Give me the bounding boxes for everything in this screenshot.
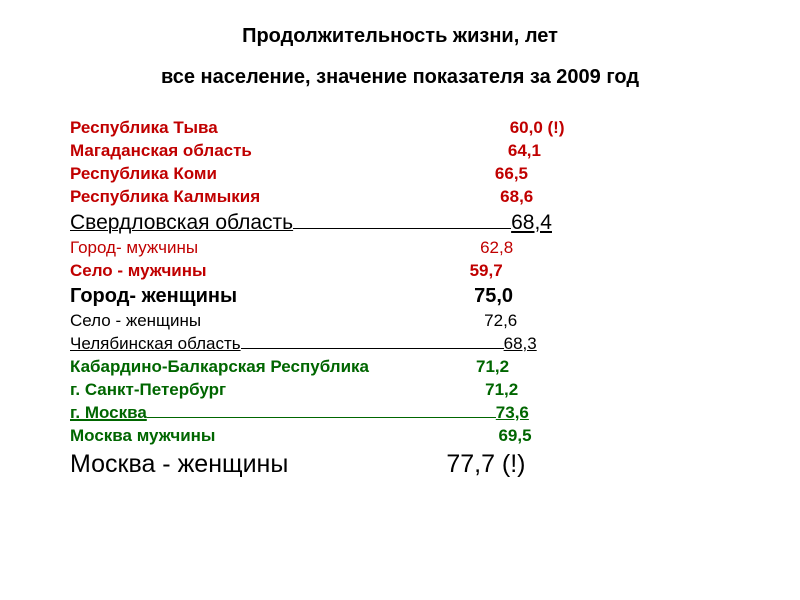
row-spacer bbox=[218, 117, 510, 140]
row-label: Город- женщины bbox=[70, 283, 237, 310]
row-label: Москва мужчины bbox=[70, 425, 215, 448]
row-value: 64,1 bbox=[508, 140, 541, 163]
table-row: Село - мужчины 59,7 bbox=[70, 260, 740, 283]
row-value: 69,5 bbox=[498, 425, 531, 448]
row-value: 73,6 bbox=[496, 402, 529, 425]
row-value: 68,4 bbox=[511, 209, 552, 237]
row-value: 68,3 bbox=[504, 333, 537, 356]
row-label: Село - мужчины bbox=[70, 260, 207, 283]
row-label: Москва - женщины bbox=[70, 448, 288, 482]
row-value: 66,5 bbox=[495, 163, 528, 186]
row-spacer bbox=[147, 402, 496, 418]
table-row: Республика Калмыкия 68,6 bbox=[70, 186, 740, 209]
row-spacer bbox=[293, 209, 511, 229]
row-value: 75,0 bbox=[474, 283, 513, 310]
table-row: Москва мужчины 69,5 bbox=[70, 425, 740, 448]
table-row: Город- мужчины 62,8 bbox=[70, 237, 740, 260]
table-row: г. Москва 73,6 bbox=[70, 402, 740, 425]
row-label: Кабардино-Балкарская Республика bbox=[70, 356, 369, 379]
row-value: 68,6 bbox=[500, 186, 533, 209]
row-spacer bbox=[215, 425, 498, 448]
row-label: Магаданская область bbox=[70, 140, 252, 163]
row-spacer bbox=[226, 379, 485, 402]
page-title-1: Продолжительность жизни, лет bbox=[60, 25, 740, 48]
row-spacer bbox=[201, 310, 484, 333]
table-row: Москва - женщины 77,7 (!) bbox=[70, 448, 740, 482]
row-value: 71,2 bbox=[485, 379, 518, 402]
table-row: Республика Тыва 60,0 (!) bbox=[70, 117, 740, 140]
row-label: Город- мужчины bbox=[70, 237, 198, 260]
row-spacer bbox=[207, 260, 470, 283]
row-label: Республика Коми bbox=[70, 163, 217, 186]
page-title-2: все население, значение показателя за 20… bbox=[60, 66, 740, 89]
row-spacer bbox=[237, 283, 474, 310]
table-row: Село - женщины 72,6 bbox=[70, 310, 740, 333]
row-spacer bbox=[288, 448, 446, 482]
row-value: 62,8 bbox=[480, 237, 513, 260]
row-label: Свердловская область bbox=[70, 209, 293, 237]
row-label: Республика Тыва bbox=[70, 117, 218, 140]
row-label: г. Санкт-Петербург bbox=[70, 379, 226, 402]
data-rows: Республика Тыва60,0 (!)Магаданская облас… bbox=[60, 117, 740, 481]
row-spacer bbox=[241, 333, 504, 349]
table-row: Кабардино-Балкарская Республика 71,2 bbox=[70, 356, 740, 379]
row-value: 71,2 bbox=[476, 356, 509, 379]
row-spacer bbox=[198, 237, 480, 260]
row-value: 77,7 (!) bbox=[446, 448, 525, 482]
table-row: Челябинская область 68,3 bbox=[70, 333, 740, 356]
row-label: Челябинская область bbox=[70, 333, 241, 356]
row-spacer bbox=[260, 186, 500, 209]
row-value: 72,6 bbox=[484, 310, 517, 333]
row-spacer bbox=[252, 140, 508, 163]
table-row: Магаданская область 64,1 bbox=[70, 140, 740, 163]
row-spacer bbox=[369, 356, 476, 379]
row-value: 59,7 bbox=[470, 260, 503, 283]
row-label: г. Москва bbox=[70, 402, 147, 425]
row-label: Республика Калмыкия bbox=[70, 186, 260, 209]
row-label: Село - женщины bbox=[70, 310, 201, 333]
table-row: Республика Коми 66,5 bbox=[70, 163, 740, 186]
table-row: Свердловская область 68,4 bbox=[70, 209, 740, 237]
table-row: Город- женщины 75,0 bbox=[70, 283, 740, 310]
table-row: г. Санкт-Петербург 71,2 bbox=[70, 379, 740, 402]
row-spacer bbox=[217, 163, 495, 186]
row-value: 60,0 (!) bbox=[510, 117, 565, 140]
